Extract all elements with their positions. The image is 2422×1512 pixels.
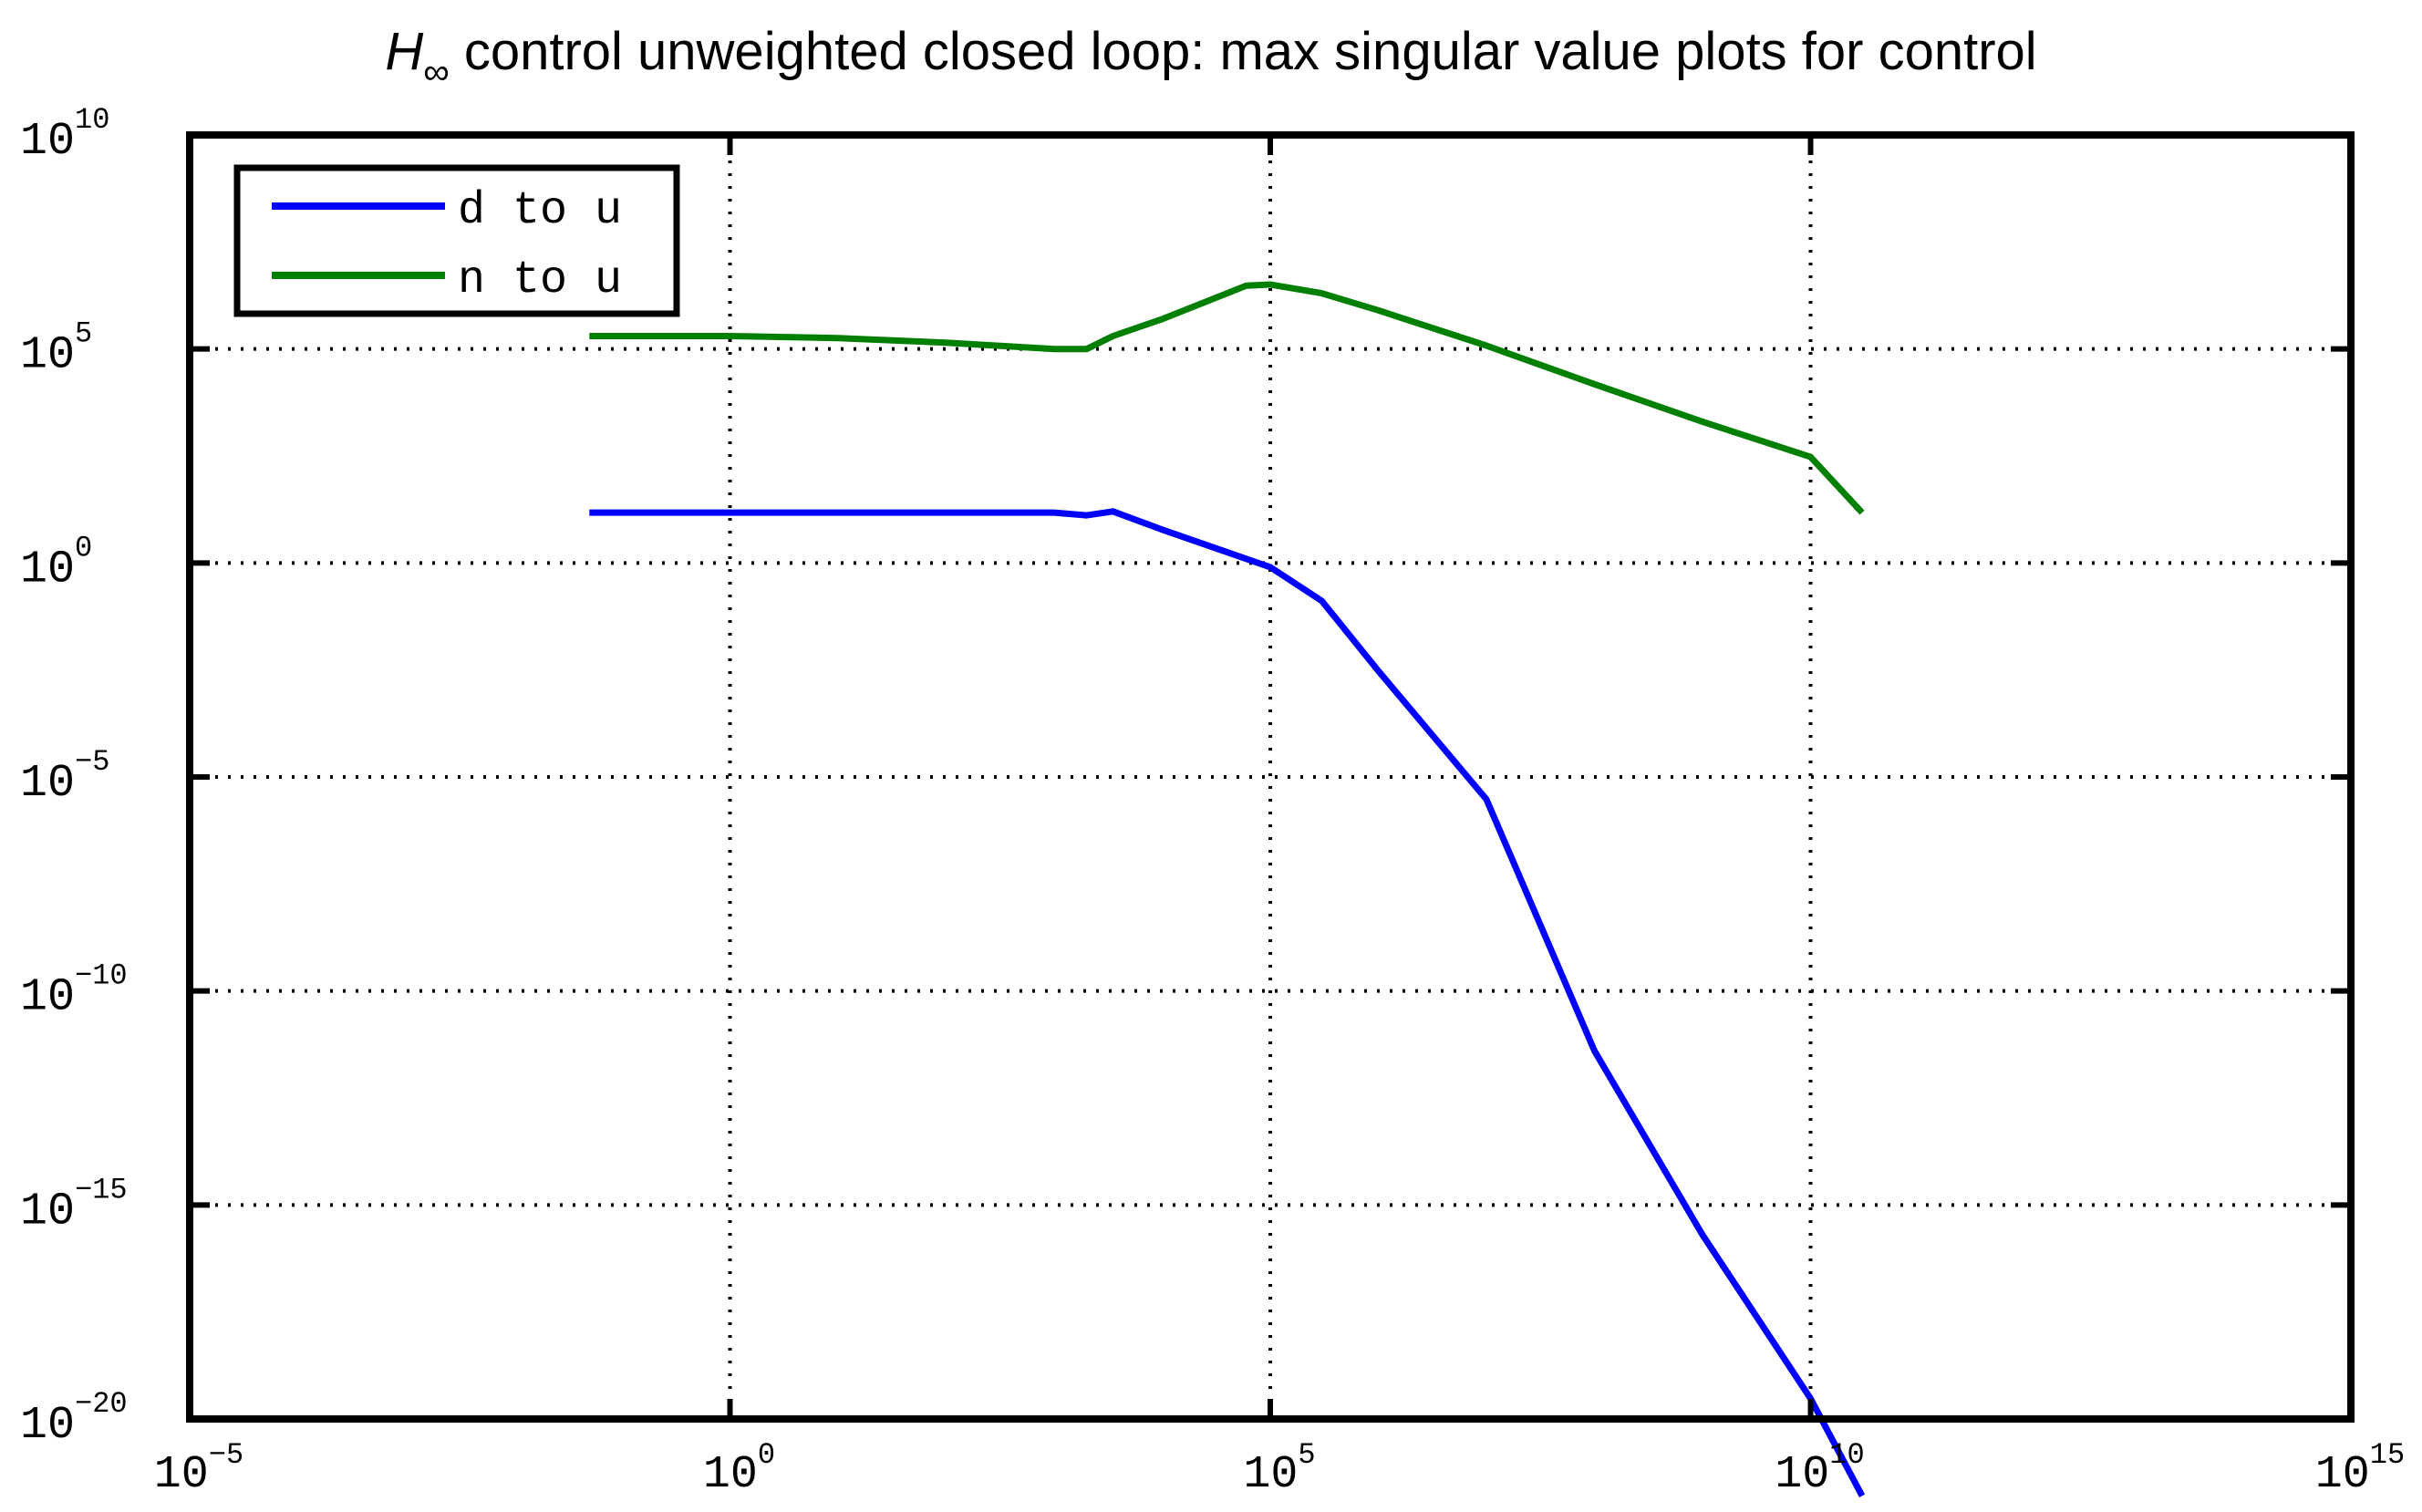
legend-label-n-to-u: n to u — [458, 254, 622, 306]
y-tick-exp: −20 — [75, 1387, 128, 1421]
x-tick-exp: 10 — [1829, 1438, 1864, 1472]
x-tick-label: 105 — [1243, 1438, 1315, 1501]
legend-label-d-to-u: d to u — [458, 185, 622, 237]
y-tick-base: 10 — [20, 758, 75, 810]
legend-box — [233, 164, 680, 317]
x-tick-base: 10 — [703, 1449, 758, 1501]
y-tick-label: 1010 — [20, 103, 109, 168]
y-tick-label: 100 — [20, 531, 92, 595]
series-line-d-to-u — [589, 508, 1866, 1497]
y-tick-label: 10−20 — [20, 1387, 128, 1452]
y-tick-base: 10 — [20, 330, 75, 382]
y-tick-exp: 5 — [75, 317, 92, 351]
y-tick-label: 105 — [20, 317, 92, 382]
y-tick-exp: −15 — [75, 1173, 128, 1206]
y-tick-exp: −5 — [75, 745, 109, 779]
x-tick-base: 10 — [154, 1449, 209, 1501]
y-tick-label: 10−5 — [20, 745, 109, 810]
x-tick-label: 1010 — [1775, 1438, 1864, 1501]
x-tick-label: 100 — [703, 1438, 775, 1501]
title-symbol: H — [385, 22, 423, 81]
y-tick-exp: 10 — [75, 103, 109, 137]
x-tick-labels: 10−5 100 105 1010 1015 — [154, 1438, 2405, 1501]
x-tick-exp: −5 — [209, 1438, 243, 1472]
y-tick-base: 10 — [20, 116, 75, 168]
y-tick-base: 10 — [20, 1400, 75, 1452]
x-tick-exp: 0 — [758, 1438, 775, 1472]
y-tick-label: 10−15 — [20, 1173, 128, 1238]
title-subscript: ∞ — [423, 52, 450, 92]
x-tick-base: 10 — [1775, 1449, 1829, 1501]
y-tick-base: 10 — [20, 1186, 75, 1238]
y-tick-label: 10−10 — [20, 959, 128, 1024]
x-tick-base: 10 — [2315, 1449, 2370, 1501]
plot-series — [589, 281, 1866, 1497]
chart-title: H∞ control unweighted closed loop: max s… — [385, 22, 2036, 92]
x-tick-label: 1015 — [2315, 1438, 2405, 1501]
grid-lines — [190, 135, 2351, 1419]
series-line-n-to-u — [589, 281, 1865, 515]
y-tick-base: 10 — [20, 544, 75, 595]
y-tick-base: 10 — [20, 972, 75, 1024]
x-tick-exp: 15 — [2370, 1438, 2405, 1472]
y-tick-exp: 0 — [75, 531, 92, 564]
x-tick-base: 10 — [1243, 1449, 1298, 1501]
axis-ticks — [187, 132, 2354, 1422]
x-tick-label: 10−5 — [154, 1438, 243, 1501]
title-text: control unweighted closed loop: max sing… — [450, 22, 2037, 81]
y-tick-exp: −10 — [75, 959, 128, 993]
x-tick-exp: 5 — [1298, 1438, 1315, 1472]
legend: d to u n to u — [233, 164, 680, 317]
